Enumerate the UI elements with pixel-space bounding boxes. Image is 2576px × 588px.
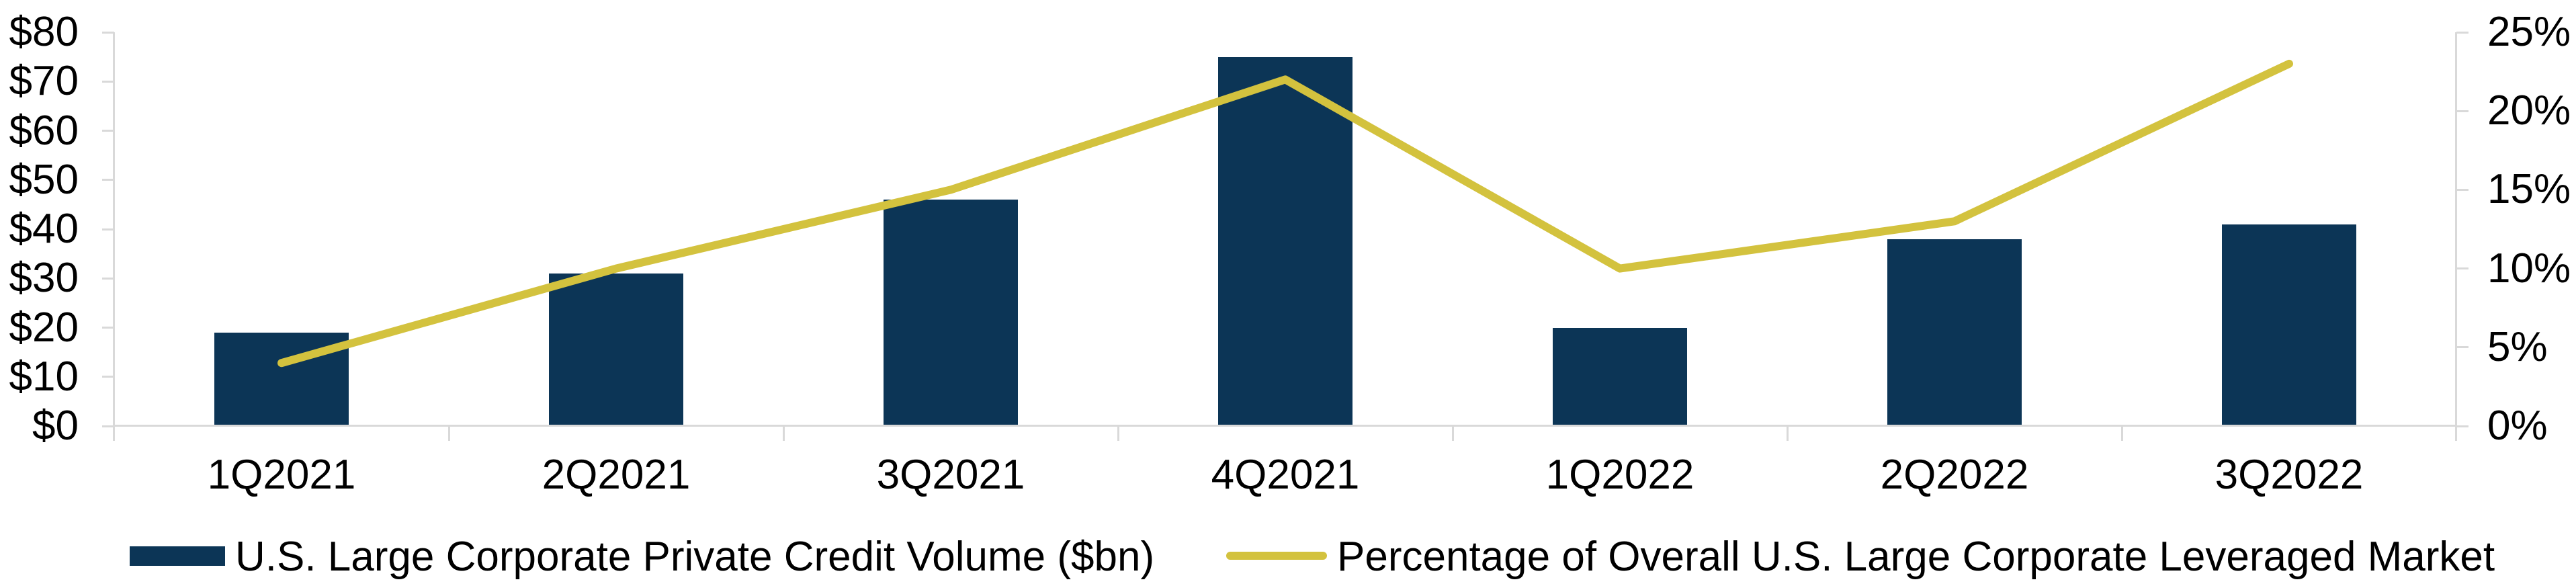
legend-bar-swatch [130, 546, 225, 566]
left-axis-tick-mark [102, 278, 114, 280]
x-axis-tick-mark [1787, 426, 1789, 441]
legend-line-marker-icon [1226, 552, 1327, 560]
x-axis-category-label: 2Q2021 [542, 452, 691, 498]
left-axis-tick-label: $20 [9, 304, 79, 351]
right-axis-tick-mark [2456, 110, 2468, 112]
x-axis-tick-mark [448, 426, 450, 441]
x-axis-category-label: 4Q2021 [1211, 452, 1360, 498]
bar-1Q2022 [1553, 328, 1687, 427]
x-axis-category-label: 2Q2022 [1880, 452, 2029, 498]
left-axis-tick-mark [102, 425, 114, 427]
legend-bar-label: U.S. Large Corporate Private Credit Volu… [235, 534, 1155, 580]
left-axis-tick-mark [102, 81, 114, 83]
x-axis-category-label: 1Q2021 [207, 452, 356, 498]
x-axis-tick-mark [1452, 426, 1454, 441]
left-axis-tick-label: $60 [9, 108, 79, 154]
right-axis-tick-label: 20% [2487, 87, 2571, 134]
right-axis-tick-mark [2456, 267, 2468, 269]
left-y-axis-line [113, 32, 115, 441]
left-axis-tick-label: $70 [9, 58, 79, 104]
right-axis-tick-label: 15% [2487, 166, 2571, 212]
left-axis-tick-mark [102, 32, 114, 34]
right-axis-tick-label: 25% [2487, 9, 2571, 55]
bar-2Q2022 [1887, 239, 2022, 426]
x-axis-tick-mark [1117, 426, 1119, 441]
right-axis-tick-label: 0% [2487, 403, 2548, 449]
bar-3Q2022 [2222, 224, 2356, 426]
left-axis-tick-mark [102, 130, 114, 132]
x-axis-tick-mark [783, 426, 785, 441]
left-axis-tick-label: $0 [32, 403, 79, 449]
bar-2Q2021 [549, 274, 683, 426]
right-axis-tick-mark [2456, 346, 2468, 348]
left-axis-tick-mark [102, 327, 114, 329]
left-axis-tick-label: $10 [9, 353, 79, 400]
left-axis-tick-label: $80 [9, 9, 79, 55]
percentage-line-path [277, 59, 2293, 368]
left-axis-tick-label: $40 [9, 206, 79, 252]
left-axis-tick-mark [102, 228, 114, 230]
left-axis-tick-label: $50 [9, 157, 79, 203]
bar-4Q2021 [1218, 57, 1353, 426]
right-axis-tick-mark [2456, 425, 2468, 427]
right-axis-tick-mark [2456, 189, 2468, 191]
bar-3Q2021 [884, 200, 1018, 426]
left-axis-tick-label: $30 [9, 255, 79, 301]
right-y-axis-line [2455, 32, 2457, 441]
right-axis-tick-mark [2456, 32, 2468, 34]
legend-line-label: Percentage of Overall U.S. Large Corpora… [1337, 534, 2495, 580]
left-axis-tick-mark [102, 376, 114, 378]
right-axis-tick-label: 5% [2487, 324, 2548, 370]
x-axis-category-label: 3Q2021 [876, 452, 1025, 498]
x-axis-category-label: 1Q2022 [1545, 452, 1694, 498]
right-axis-tick-label: 10% [2487, 245, 2571, 292]
x-axis-tick-mark [2121, 426, 2123, 441]
left-axis-tick-mark [102, 179, 114, 181]
x-axis-category-label: 3Q2022 [2215, 452, 2364, 498]
x-axis-line [113, 425, 2457, 427]
